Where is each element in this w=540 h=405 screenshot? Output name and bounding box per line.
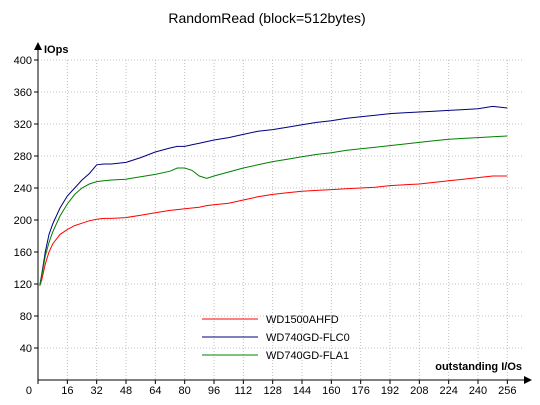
x-tick-label: 80	[179, 385, 191, 397]
x-tick-label: 192	[381, 385, 399, 397]
x-tick-label: 208	[410, 385, 428, 397]
y-tick-label: 40	[20, 343, 32, 355]
y-tick-label: 240	[14, 183, 32, 195]
x-tick-label: 64	[149, 385, 161, 397]
grid	[38, 59, 522, 380]
y-tick-label: 120	[14, 279, 32, 291]
x-tick-label: 96	[208, 385, 220, 397]
x-tick-label: 32	[91, 385, 103, 397]
y-tick-label: 400	[14, 55, 32, 67]
x-tick-label: 112	[235, 385, 253, 397]
y-axis-arrow	[34, 42, 42, 50]
x-tick-label: 256	[498, 385, 516, 397]
x-tick-label: 0	[26, 385, 32, 397]
y-tick-label: 320	[14, 119, 32, 131]
x-tick-label: 48	[120, 385, 132, 397]
y-tick-label: 200	[14, 215, 32, 227]
legend-label-1: WD740GD-FLC0	[266, 332, 350, 344]
series-line-2	[39, 135, 508, 286]
series-line-1	[39, 105, 508, 286]
x-tick-label: 16	[61, 385, 73, 397]
series-lines	[39, 105, 508, 286]
legend-label-2: WD740GD-FLA1	[266, 350, 349, 362]
y-axis-label: IOps	[44, 44, 68, 56]
legend-label-0: WD1500AHFD	[266, 314, 339, 326]
tick-labels: 40 80 120 160 200 240 280 320 360 400 0 16 32 48 64 80 9…	[14, 55, 517, 397]
x-tick-label: 224	[439, 385, 457, 397]
x-tick-label: 176	[351, 385, 369, 397]
chart-title: RandomRead (block=512bytes)	[168, 10, 365, 26]
y-tick-label: 280	[14, 151, 32, 163]
x-tick-label: 144	[293, 385, 311, 397]
x-tick-label: 160	[322, 385, 340, 397]
y-tick-label: 160	[14, 247, 32, 259]
y-tick-label: 80	[20, 311, 32, 323]
x-tick-label: 240	[469, 385, 487, 397]
series-line-0	[39, 175, 508, 286]
y-tick-label: 360	[14, 87, 32, 99]
axes	[34, 42, 532, 384]
x-axis-label: outstanding I/Os	[435, 361, 522, 373]
x-axis-arrow	[524, 376, 532, 384]
legend: WD1500AHFD WD740GD-FLC0 WD740GD-FLA1	[202, 314, 350, 362]
x-tick-label: 128	[263, 385, 281, 397]
